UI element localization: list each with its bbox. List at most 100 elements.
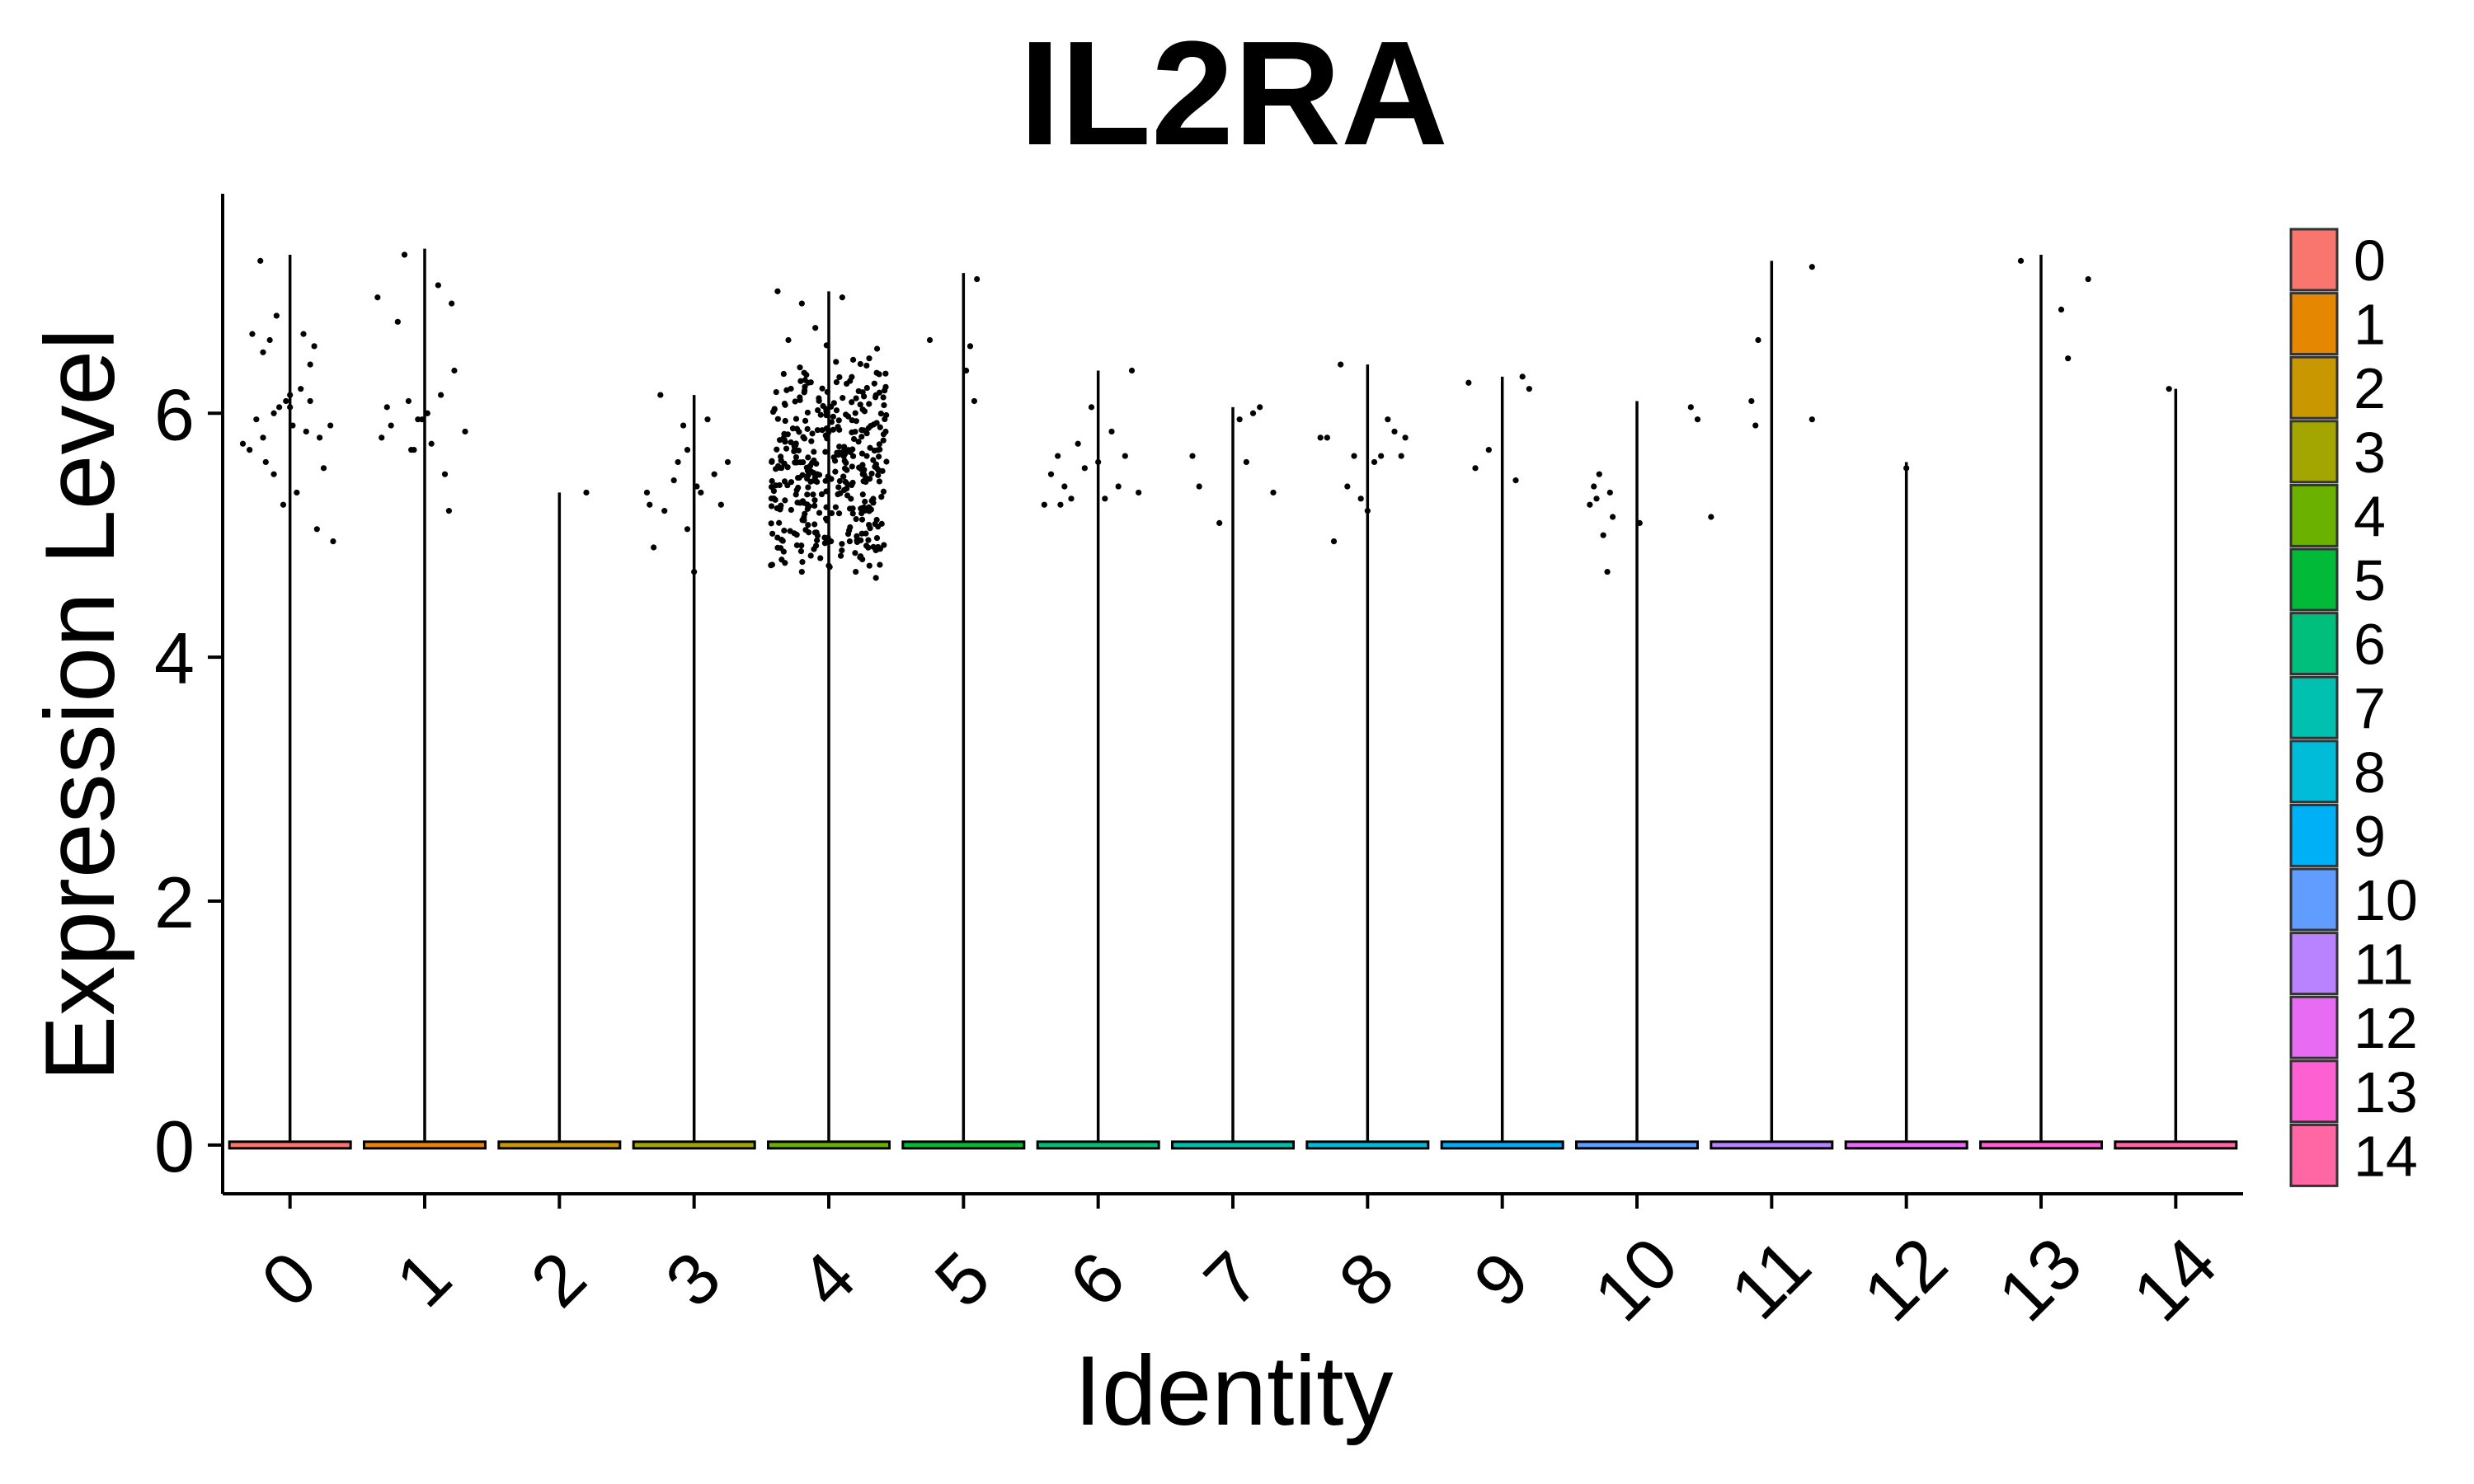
point-8-12 bbox=[1398, 453, 1404, 459]
point-4-dense-241 bbox=[788, 479, 795, 486]
x-axis-label: Identity bbox=[1075, 1336, 1394, 1446]
point-10-8 bbox=[1636, 519, 1643, 527]
point-4-dense-7 bbox=[822, 448, 829, 455]
point-4-dense-290 bbox=[839, 547, 845, 554]
point-6-15 bbox=[1057, 501, 1064, 508]
point-4-dense-252 bbox=[821, 540, 828, 547]
violin-body-10 bbox=[1575, 1140, 1699, 1150]
point-4-dense-191 bbox=[797, 378, 804, 384]
point-0-9 bbox=[273, 312, 280, 319]
violin-body-14 bbox=[2114, 1140, 2238, 1150]
legend-label-2: 2 bbox=[2354, 356, 2386, 420]
point-10-9 bbox=[1687, 404, 1694, 411]
legend-key-7 bbox=[2289, 675, 2339, 740]
point-4-dense-143 bbox=[824, 435, 830, 442]
point-4-dense-295 bbox=[776, 481, 783, 489]
point-0-8 bbox=[270, 471, 277, 477]
point-4-dense-277 bbox=[844, 486, 850, 492]
point-4-dense-258 bbox=[828, 538, 835, 545]
point-4-dense-208 bbox=[783, 387, 790, 393]
point-4-dense-329 bbox=[815, 406, 821, 414]
legend-key-4 bbox=[2289, 483, 2339, 547]
point-4-dense-205 bbox=[871, 380, 877, 387]
legend-label-4: 4 bbox=[2354, 484, 2386, 548]
point-8-4 bbox=[1344, 483, 1351, 490]
point-4-dense-221 bbox=[857, 402, 863, 408]
point-4-dense-167 bbox=[770, 488, 777, 495]
point-7-5 bbox=[1249, 410, 1257, 416]
point-4-dense-16 bbox=[835, 510, 843, 517]
point-4-dense-351 bbox=[811, 546, 817, 552]
point-4-dense-51 bbox=[823, 488, 830, 495]
point-1-13 bbox=[441, 471, 449, 477]
legend-key-0 bbox=[2289, 228, 2339, 292]
point-11-3 bbox=[1808, 416, 1815, 423]
point-3-12 bbox=[711, 471, 717, 477]
point-4-4 bbox=[839, 294, 845, 301]
point-4-dense-347 bbox=[778, 465, 785, 472]
legend-key-3 bbox=[2289, 420, 2339, 484]
point-4-dense-267 bbox=[799, 559, 806, 566]
point-4-dense-144 bbox=[879, 467, 886, 474]
x-tick-label-10: 10 bbox=[1578, 1222, 1693, 1336]
point-4-dense-322 bbox=[841, 444, 848, 450]
point-4-dense-115 bbox=[882, 387, 888, 394]
point-4-dense-78 bbox=[832, 504, 839, 510]
point-4-dense-341 bbox=[866, 401, 872, 407]
point-0-11 bbox=[280, 501, 287, 508]
point-0-26 bbox=[270, 410, 277, 416]
violin-body-13 bbox=[1979, 1140, 2103, 1150]
x-tick-label-8: 8 bbox=[1323, 1236, 1409, 1322]
point-4-dense-173 bbox=[804, 491, 811, 498]
point-4-dense-218 bbox=[809, 430, 816, 437]
point-4-dense-355 bbox=[858, 516, 866, 523]
point-0-17 bbox=[300, 331, 307, 337]
point-4-dense-249 bbox=[805, 522, 811, 528]
violin-6 bbox=[1037, 370, 1159, 1147]
point-4-dense-188 bbox=[849, 510, 856, 517]
point-0-5 bbox=[260, 434, 266, 441]
point-1-6 bbox=[405, 397, 412, 405]
point-4-dense-243 bbox=[799, 472, 806, 478]
point-1-11 bbox=[428, 440, 435, 447]
point-4-dense-248 bbox=[774, 544, 781, 551]
x-tick-label-2: 2 bbox=[515, 1236, 601, 1322]
point-0-18 bbox=[303, 428, 309, 435]
point-4-dense-292 bbox=[781, 460, 788, 467]
point-4-dense-319 bbox=[823, 408, 830, 415]
point-4-dense-307 bbox=[805, 472, 811, 478]
point-4-dense-344 bbox=[849, 505, 856, 512]
violin-body-9 bbox=[1440, 1140, 1564, 1150]
point-3-14 bbox=[724, 458, 731, 466]
point-4-dense-68 bbox=[836, 444, 843, 450]
point-7-6 bbox=[1257, 404, 1263, 411]
point-4-dense-213 bbox=[810, 491, 816, 498]
point-4-dense-300 bbox=[880, 394, 887, 401]
point-4-dense-239 bbox=[793, 486, 800, 494]
point-3-11 bbox=[704, 416, 711, 423]
point-4-dense-161 bbox=[854, 533, 860, 539]
point-1-10 bbox=[424, 410, 430, 416]
y-tick-label-3: 6 bbox=[154, 373, 195, 455]
violin-10 bbox=[1576, 401, 1698, 1147]
point-4-dense-194 bbox=[769, 477, 775, 485]
point-3-3 bbox=[657, 392, 664, 398]
violin-7 bbox=[1172, 406, 1294, 1147]
point-8-6 bbox=[1357, 495, 1364, 502]
point-4-dense-266 bbox=[780, 370, 787, 378]
point-4-dense-75 bbox=[882, 428, 889, 435]
point-10-2 bbox=[1593, 495, 1600, 502]
point-10-10 bbox=[1694, 416, 1701, 423]
point-4-dense-339 bbox=[826, 564, 833, 571]
point-0-1 bbox=[247, 447, 253, 453]
point-4-7 bbox=[798, 568, 805, 575]
point-11-2 bbox=[1748, 397, 1755, 405]
point-4-dense-100 bbox=[880, 437, 887, 444]
point-4-dense-271 bbox=[814, 478, 821, 486]
point-6-8 bbox=[1095, 458, 1102, 466]
point-4-dense-298 bbox=[871, 447, 877, 454]
violin-8 bbox=[1306, 364, 1428, 1147]
point-11-4 bbox=[1808, 264, 1815, 270]
point-4-dense-317 bbox=[880, 488, 887, 495]
point-6-6 bbox=[1081, 465, 1088, 472]
